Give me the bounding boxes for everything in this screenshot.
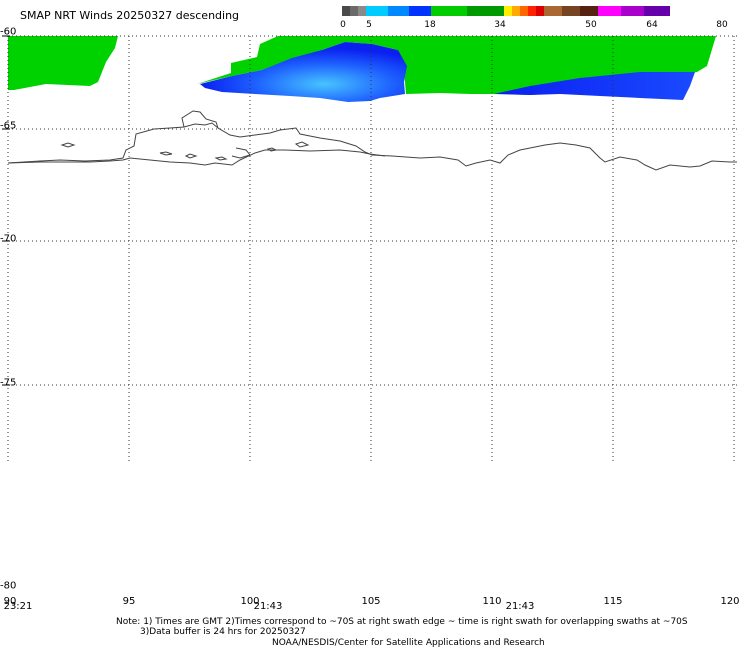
colorbar-tick-label: 50 (585, 20, 597, 30)
note-line-1: Note: 1) Times are GMT 2)Times correspon… (116, 617, 688, 627)
colorbar-segment (358, 6, 366, 16)
lon-label: 115 (603, 596, 623, 607)
note-credit: NOAA/NESDIS/Center for Satellite Applica… (272, 638, 545, 648)
colorbar-segment (598, 6, 621, 16)
colorbar-segment (388, 6, 409, 16)
lon-label: 95 (122, 596, 136, 607)
lon-label: 100 (240, 596, 260, 607)
colorbar-tick-label: 80 (716, 20, 728, 30)
lon-label: 90 (3, 596, 17, 607)
lat-label: -75 (0, 377, 17, 389)
colorbar-segment (467, 6, 504, 16)
colorbar-tick-label: 34 (494, 20, 506, 30)
lon-label: 110 (482, 596, 502, 607)
wind-speed-colorbar (342, 6, 729, 16)
colorbar-segment (512, 6, 520, 16)
colorbar-segment (544, 6, 562, 16)
colorbar-segment (528, 6, 536, 16)
colorbar-segment (431, 6, 467, 16)
colorbar-segment (562, 6, 580, 16)
colorbar-tick-label: 5 (366, 20, 372, 30)
colorbar-segment (644, 6, 670, 16)
note-line-2: 3)Data buffer is 24 hrs for 20250327 (140, 627, 306, 637)
colorbar-segment (409, 6, 431, 16)
wind-swaths (8, 36, 716, 102)
colorbar-segment (366, 6, 388, 16)
colorbar-tick-label: 18 (424, 20, 436, 30)
lat-label: -60 (0, 26, 17, 38)
lon-label: 105 (361, 596, 381, 607)
lat-label: -80 (0, 580, 17, 592)
colorbar-segment (504, 6, 512, 16)
colorbar-segment (536, 6, 544, 16)
colorbar-tick-label: 64 (646, 20, 658, 30)
time-label: 21:43 (505, 601, 535, 612)
colorbar-segment (342, 6, 350, 16)
wind-swath-left (8, 36, 118, 90)
colorbar-tick-label: 0 (340, 20, 346, 30)
lon-label: 120 (720, 596, 740, 607)
wind-swath-blue-right (494, 72, 695, 100)
colorbar-segment (580, 6, 598, 16)
wind-swath-blue-core (200, 42, 407, 102)
time-label: 23:21 (3, 601, 33, 612)
map-grid (7, 35, 737, 463)
colorbar-segment (350, 6, 358, 16)
map-title: SMAP NRT Winds 20250327 descending (20, 9, 240, 22)
time-label: 21:43 (253, 601, 283, 612)
lat-label: -70 (0, 233, 17, 245)
lat-label: -65 (0, 120, 17, 132)
colorbar-segment (621, 6, 644, 16)
antarctic-coastline (7, 110, 737, 171)
colorbar-segment (520, 6, 528, 16)
